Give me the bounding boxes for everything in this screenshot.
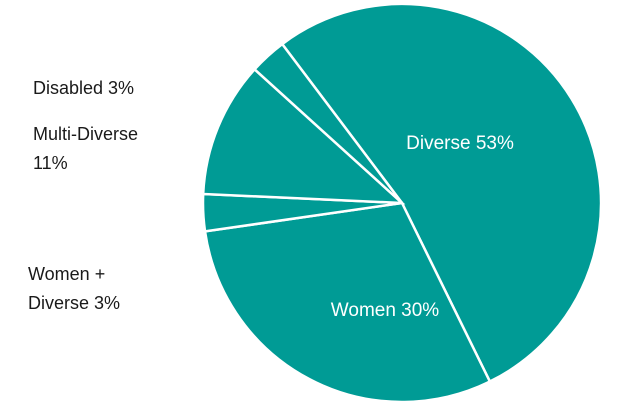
slice-label-women-diverse-line2: Diverse 3% [28, 293, 120, 313]
slices-layer [201, 2, 603, 401]
slice-label-multi-diverse-line1: Multi-Diverse [33, 124, 138, 144]
slice-label-disabled: Disabled 3% [33, 78, 134, 98]
pie-slice-diverse [280, 2, 603, 384]
slice-label-women-diverse-line1: Women + [28, 264, 105, 284]
pie-slice-women [203, 201, 492, 401]
pie-slice-multi-diverse [201, 67, 406, 205]
pie-slice-disabled [252, 42, 403, 204]
slice-label-multi-diverse-line2: 11% [33, 153, 68, 173]
slice-label-women: Women 30% [331, 300, 440, 321]
slice-label-diverse: Diverse 53% [406, 133, 514, 154]
